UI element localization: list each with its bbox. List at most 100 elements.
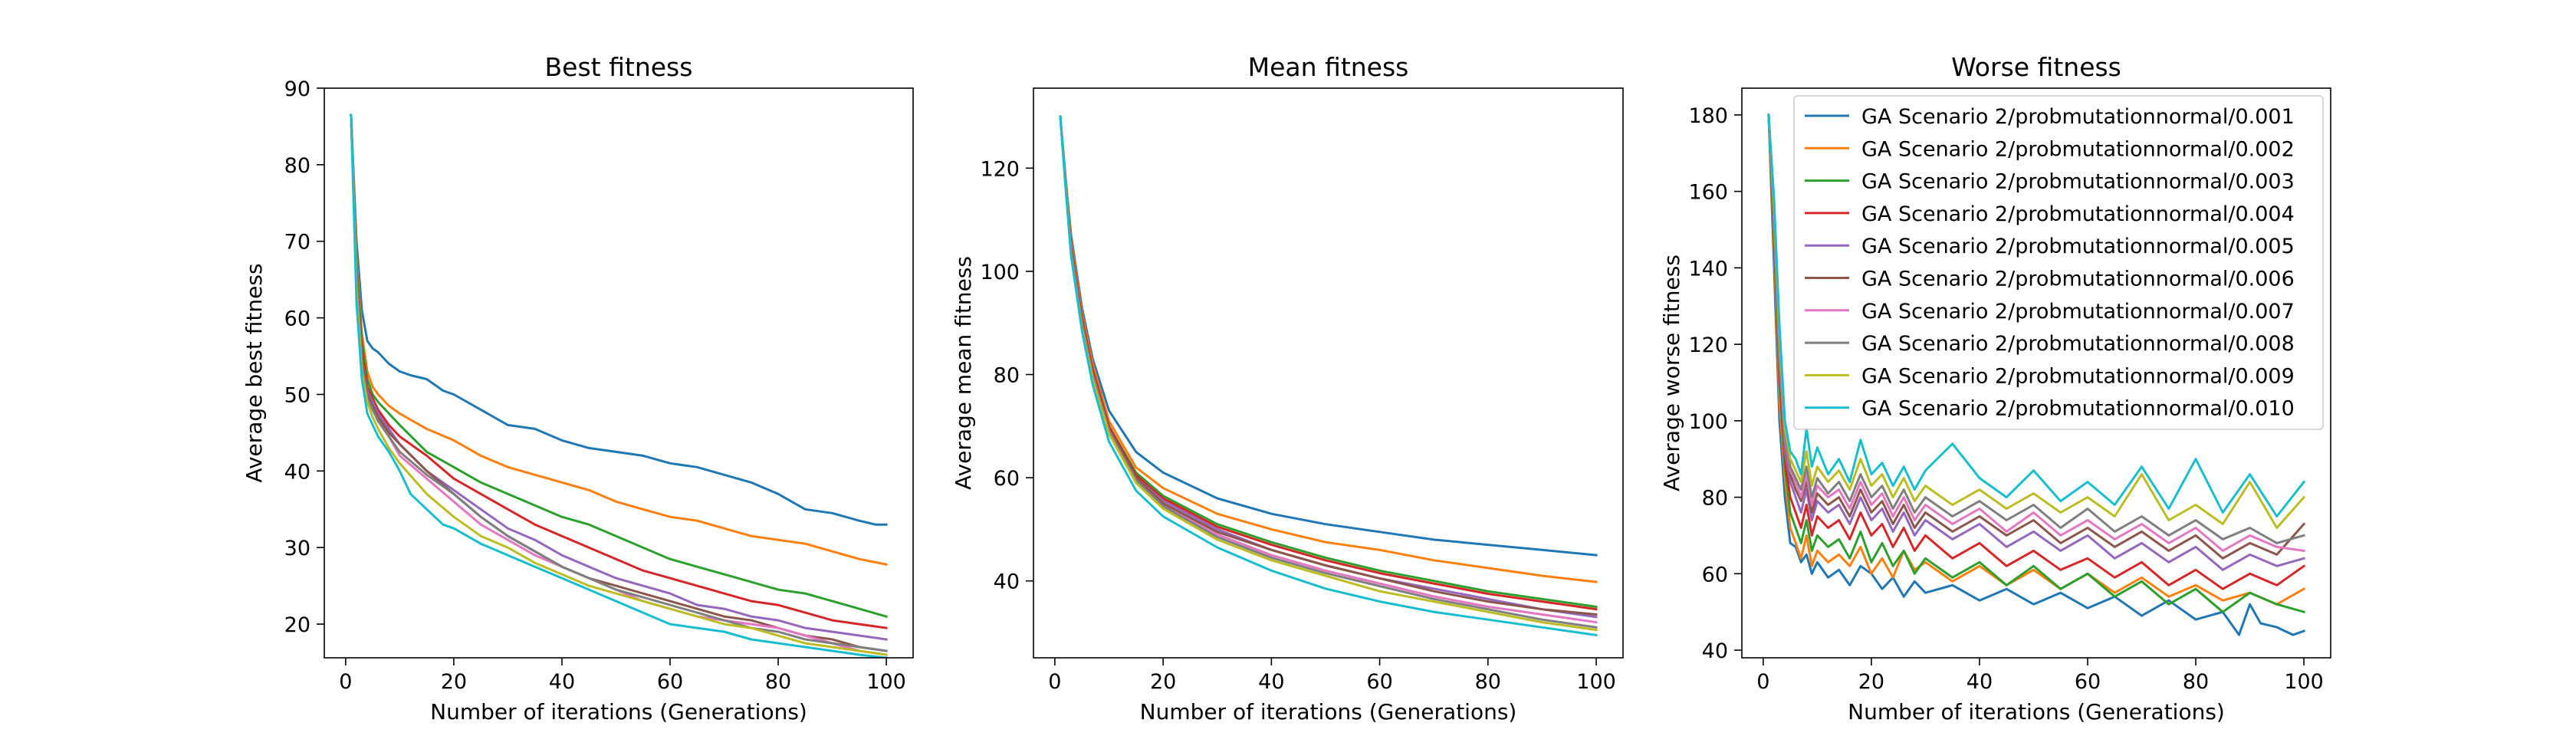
legend-item: GA Scenario 2/probmutationnormal/0.007 (1805, 300, 2295, 324)
best-fitness-x-tick-label: 100 (866, 670, 906, 694)
worse-fitness-series-line-8 (1767, 113, 2305, 544)
mean-fitness-series-group (1059, 115, 1598, 637)
worse-fitness-title: Worse fitness (1951, 52, 2121, 82)
best-fitness-y-axis-label: Average best fitness (242, 263, 267, 482)
best-fitness-y-tick-label: 20 (284, 613, 310, 637)
worse-fitness-x-axis-label: Number of iterations (Generations) (1848, 699, 2225, 724)
best-fitness-series-line-4 (350, 113, 888, 629)
worse-fitness-legend-box (1793, 95, 2324, 430)
worse-fitness-x-tick-label: 20 (1858, 670, 1884, 694)
worse-fitness-x-tick-label: 80 (2183, 670, 2209, 694)
worse-fitness-series-line-7 (1767, 113, 2305, 553)
best-fitness-y-tick-label: 60 (284, 307, 310, 331)
best-fitness-series-group (350, 113, 888, 658)
mean-fitness-title: Mean fitness (1248, 52, 1409, 82)
worse-fitness-series-line-2 (1767, 113, 2306, 606)
best-fitness-x-tick-label: 20 (441, 670, 467, 694)
worse-fitness-plot-frame (1741, 87, 2331, 659)
worse-fitness-y-tick-label: 100 (1688, 410, 1728, 434)
worse-fitness-series-line-4 (1767, 113, 2306, 590)
legend-item: GA Scenario 2/probmutationnormal/0.010 (1805, 397, 2295, 421)
mean-fitness-y-tick-label: 100 (980, 261, 1020, 284)
worse-fitness-y-tick-label: 80 (1702, 487, 1728, 511)
worse-fitness-x-tick-label: 60 (2075, 670, 2101, 694)
mean-fitness-series-line-2 (1059, 115, 1598, 583)
best-fitness-y-tick-label: 70 (284, 231, 310, 255)
legend-label: GA Scenario 2/probmutationnormal/0.002 (1861, 137, 2295, 161)
best-fitness-series-line-8 (350, 113, 888, 652)
best-fitness-y-tick-label: 90 (284, 77, 310, 101)
legend-item: GA Scenario 2/probmutationnormal/0.005 (1805, 235, 2295, 258)
worse-fitness-series-line-5 (1767, 113, 2305, 571)
worse-fitness-y-tick-label: 40 (1702, 639, 1728, 663)
worse-fitness-series-group (1767, 113, 2306, 636)
mean-fitness-series-line-1 (1059, 115, 1598, 557)
best-fitness-series-line-7 (350, 113, 888, 656)
legend-label: GA Scenario 2/probmutationnormal/0.007 (1861, 300, 2295, 324)
best-fitness-y-tick-label: 40 (284, 460, 310, 484)
mean-fitness-y-axis-label: Average mean fitness (951, 256, 976, 490)
legend-item: GA Scenario 2/probmutationnormal/0.006 (1805, 268, 2295, 291)
worse-fitness-panel: 0 20 40 60 80 100 40 60 80 100 120 140 160 180 Worse f… (1659, 52, 2331, 724)
worse-fitness-y-tick-label: 180 (1688, 104, 1728, 128)
legend-item: GA Scenario 2/probmutationnormal/0.009 (1805, 364, 2295, 388)
legend-label: GA Scenario 2/probmutationnormal/0.008 (1861, 332, 2295, 356)
best-fitness-x-tick-label: 60 (657, 670, 683, 694)
legend-item: GA Scenario 2/probmutationnormal/0.001 (1805, 105, 2295, 129)
best-fitness-x-tick-label: 0 (339, 670, 352, 694)
worse-fitness-series-line-10 (1767, 113, 2306, 518)
best-fitness-series-line-2 (350, 113, 888, 566)
worse-fitness-y-tick-label: 120 (1688, 334, 1728, 357)
mean-fitness-x-tick-label: 60 (1366, 670, 1392, 694)
worse-fitness-series-line-9 (1767, 113, 2306, 529)
mean-fitness-panel: 0 20 40 60 80 100 40 60 80 100 120 Mean fitness Numb… (951, 52, 1624, 724)
worse-fitness-x-tick-label: 100 (2284, 670, 2324, 694)
worse-fitness-series-line-6 (1767, 113, 2306, 560)
mean-fitness-x-tick-label: 100 (1576, 670, 1616, 694)
mean-fitness-series-line-8 (1059, 115, 1598, 629)
best-fitness-x-tick-label: 40 (549, 670, 575, 694)
worse-fitness-y-tick-label: 60 (1702, 563, 1728, 586)
mean-fitness-series-line-3 (1059, 115, 1598, 609)
mean-fitness-series-line-4 (1059, 115, 1598, 611)
best-fitness-y-tick-label: 80 (284, 154, 310, 178)
legend-item: GA Scenario 2/probmutationnormal/0.004 (1805, 202, 2295, 226)
best-fitness-x-axis-label: Number of iterations (Generations) (430, 699, 807, 724)
mean-fitness-x-tick-label: 40 (1258, 670, 1284, 694)
mean-fitness-x-axis-label: Number of iterations (Generations) (1140, 699, 1517, 724)
legend-label: GA Scenario 2/probmutationnormal/0.004 (1861, 202, 2295, 226)
mean-fitness-series-line-9 (1059, 115, 1598, 632)
mean-fitness-series-line-6 (1059, 115, 1598, 616)
legend-item: GA Scenario 2/probmutationnormal/0.008 (1805, 332, 2295, 356)
worse-fitness-series-line-3 (1767, 113, 2305, 614)
best-fitness-y-tick-label: 30 (284, 537, 310, 560)
best-fitness-title: Best fitness (545, 52, 693, 82)
worse-fitness-y-tick-label: 140 (1688, 257, 1728, 281)
mean-fitness-y-tick-label: 40 (994, 570, 1020, 594)
best-fitness-series-line-3 (350, 113, 888, 618)
worse-fitness-y-axis-label: Average worse fitness (1659, 255, 1684, 491)
best-fitness-series-line-1 (350, 113, 888, 526)
worse-fitness-y-tick-label: 160 (1688, 181, 1728, 205)
best-fitness-x-tick-label: 80 (765, 670, 791, 694)
legend-label: GA Scenario 2/probmutationnormal/0.009 (1861, 364, 2295, 388)
mean-fitness-x-tick-label: 0 (1048, 670, 1061, 694)
legend-label: GA Scenario 2/probmutationnormal/0.001 (1861, 105, 2295, 129)
worse-fitness-x-tick-label: 0 (1756, 670, 1769, 694)
mean-fitness-x-tick-label: 20 (1150, 670, 1176, 694)
best-fitness-panel: 0 20 40 60 80 100 20 30 40 50 60 70 80 90 Best fitness… (242, 52, 914, 724)
legend-item: GA Scenario 2/probmutationnormal/0.002 (1805, 137, 2295, 161)
worse-fitness-x-tick-label: 40 (1967, 670, 1993, 694)
legend-label: GA Scenario 2/probmutationnormal/0.003 (1861, 170, 2295, 194)
mean-fitness-plot-frame (1033, 87, 1624, 659)
mean-fitness-y-tick-label: 80 (994, 364, 1020, 388)
best-fitness-series-line-10 (350, 113, 888, 658)
legend-label: GA Scenario 2/probmutationnormal/0.010 (1861, 397, 2295, 421)
mean-fitness-x-tick-label: 80 (1475, 670, 1501, 694)
legend-label: GA Scenario 2/probmutationnormal/0.005 (1861, 235, 2295, 258)
legend-label: GA Scenario 2/probmutationnormal/0.006 (1861, 268, 2295, 291)
legend-item: GA Scenario 2/probmutationnormal/0.003 (1805, 170, 2295, 194)
mean-fitness-y-tick-label: 120 (980, 157, 1020, 181)
best-fitness-series-line-5 (350, 113, 888, 641)
